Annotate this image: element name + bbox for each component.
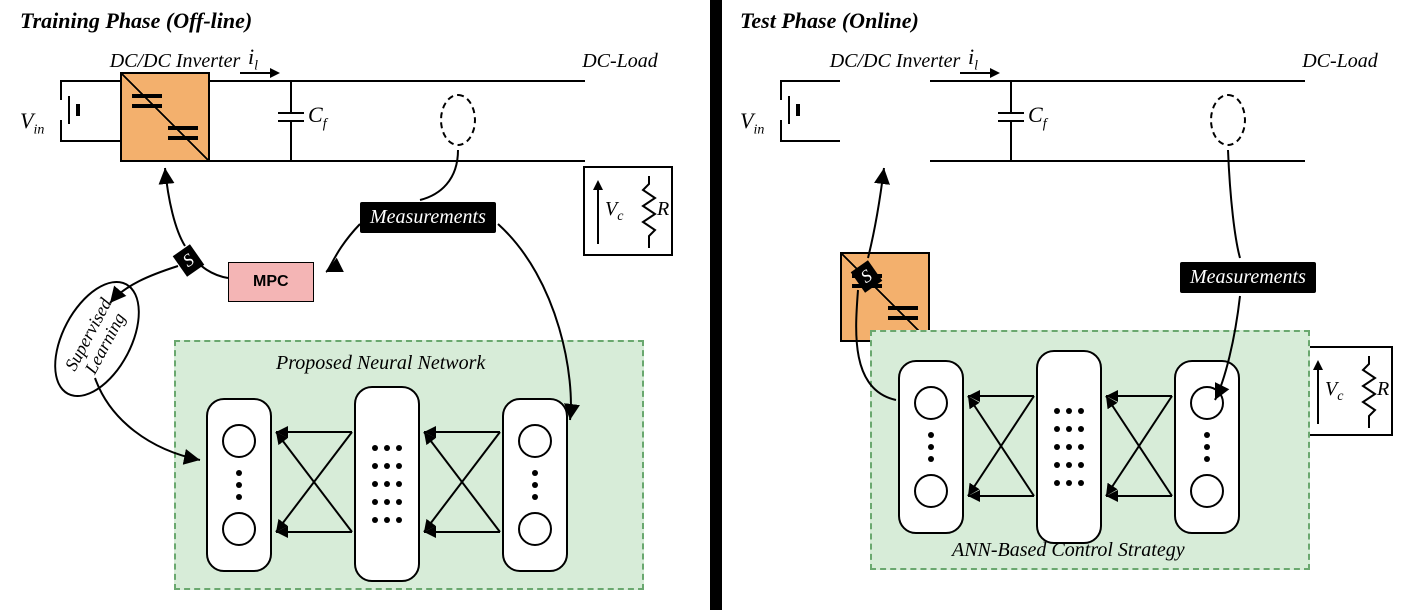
wire-vin-top-right [780,80,840,82]
inverter-label-left: DC/DC Inverter [100,50,250,73]
supervised-learning-ellipse: Supervised Learning [37,267,158,411]
nn-output-col-right [898,360,964,534]
measurements-label-right: Measurements [1180,262,1316,293]
il-arrow-left [240,66,280,80]
wire-bot-rail-right [930,160,1305,162]
wire-vin-top-v-right [780,80,782,100]
wire-top-rail-left [210,80,585,82]
nn-label-left: Proposed Neural Network [276,352,485,375]
load-label-right: DC-Load [1290,50,1390,73]
inverter-box-left [120,72,210,162]
wire-vin-top-left [60,80,120,82]
wire-vin-top-v-left [60,80,62,100]
load-box-right: Vc R [1303,346,1393,436]
battery-long-plate-right [788,96,790,124]
left-title: Training Phase (Off-line) [20,8,252,34]
vc-arrow-right [1311,360,1325,424]
vertical-divider [710,0,722,610]
nn-input-col-left [502,398,568,572]
wire-bot-rail-left [210,160,585,162]
cap-top-lead-left [290,82,292,112]
r-label-right: R [1377,378,1389,401]
measurements-label-left: Measurements [360,202,496,233]
vc-arrow-left [591,180,605,244]
s-label-left: S [173,244,205,277]
nn-label-right: ANN-Based Control Strategy [952,539,1185,562]
mpc-box: MPC [228,262,314,302]
battery-short-plate-right [796,104,800,116]
r-label-left: R [657,198,669,221]
inverter-label-right: DC/DC Inverter [820,50,970,73]
nn-panel-left: Proposed Neural Network [174,340,644,590]
cap-plate1-right [998,112,1024,114]
probe-ellipse-left [440,94,476,146]
resistor-left [641,176,657,248]
vc-label-left: Vc [605,198,623,225]
vin-label-right: Vin [740,108,764,138]
nn-hidden-col-left [354,386,420,582]
wire-vin-bot-v-right [780,120,782,140]
right-title: Test Phase (Online) [740,8,919,34]
nn-panel-right: ANN-Based Control Strategy [870,330,1310,570]
load-label-left: DC-Load [570,50,670,73]
wire-vin-bot-left [60,140,120,142]
cap-plate1-left [278,112,304,114]
inverter-box-right [840,252,930,342]
battery-short-plate-left [76,104,80,116]
resistor-right [1361,356,1377,428]
battery-long-plate-left [68,96,70,124]
vc-label-right: Vc [1325,378,1343,405]
cf-label-left: Cf [308,102,327,132]
load-box-left: Vc R [583,166,673,256]
nn-input-col-right [1174,360,1240,534]
diagram-canvas: Training Phase (Off-line) Vin DC/DC Inve… [0,0,1427,610]
vin-label-left: Vin [20,108,44,138]
nn-output-col-left [206,398,272,572]
cap-top-lead-right [1010,82,1012,112]
wire-vin-bot-v-left [60,120,62,140]
il-arrow-right [960,66,1000,80]
probe-ellipse-right [1210,94,1246,146]
cf-label-right: Cf [1028,102,1047,132]
wire-vin-bot-right [780,140,840,142]
cap-bot-lead-left [290,122,292,160]
cap-bot-lead-right [1010,122,1012,160]
nn-hidden-col-right [1036,350,1102,544]
wire-top-rail-right [930,80,1305,82]
